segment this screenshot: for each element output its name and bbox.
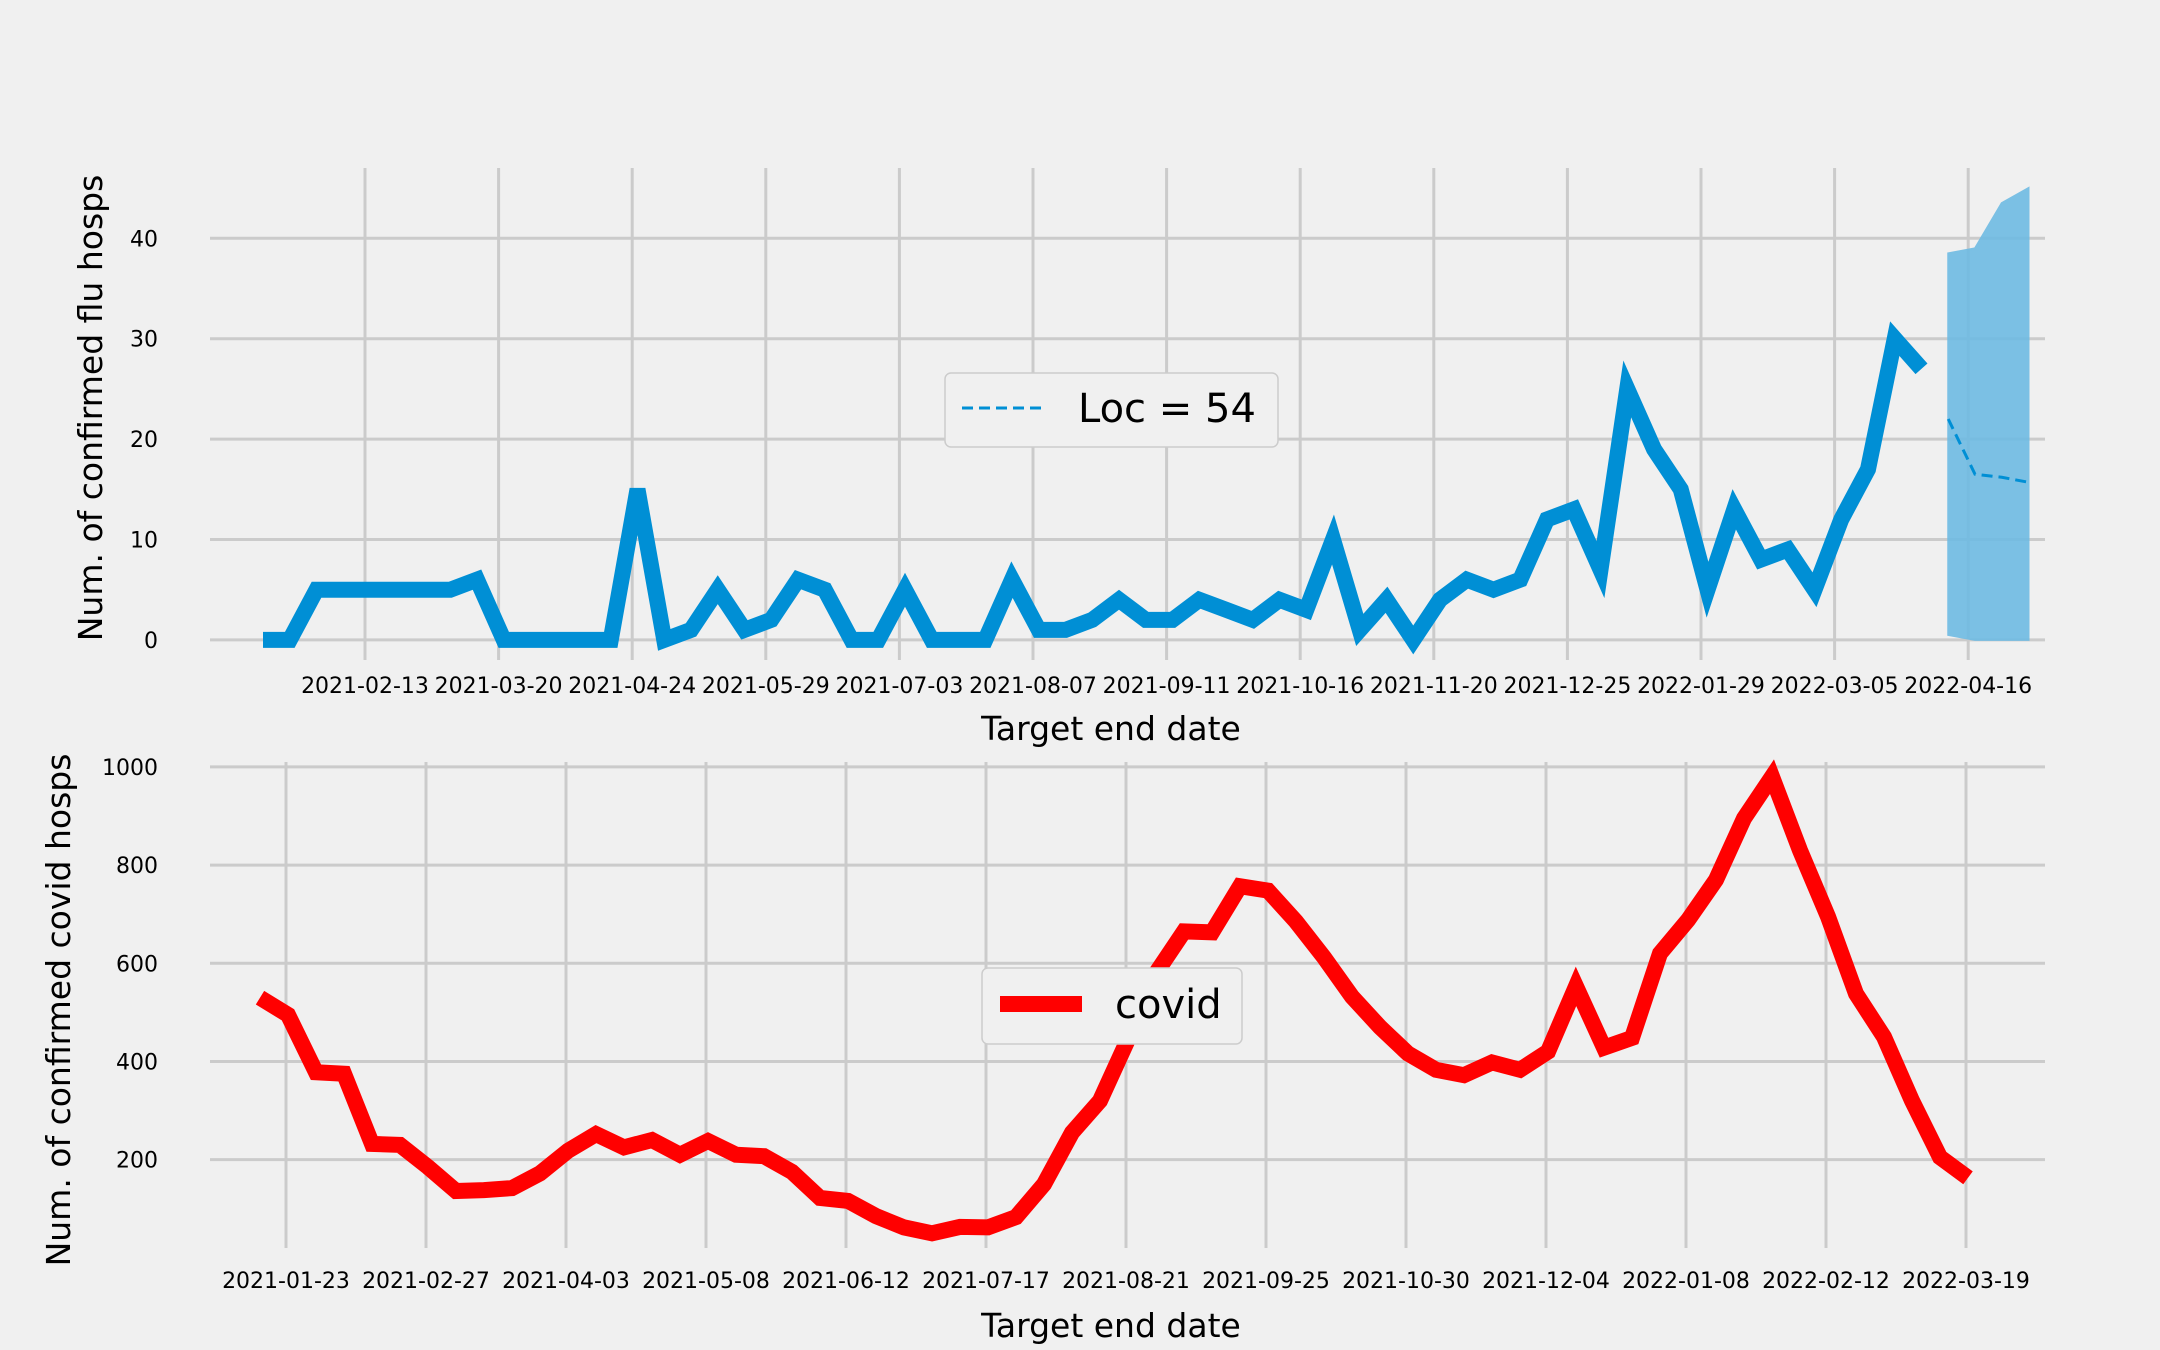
flu-x-tick-label: 2021-08-07 bbox=[969, 674, 1097, 699]
flu-y-tick-label: 40 bbox=[130, 227, 158, 252]
flu-y-axis-label: Num. of confirmed flu hosps bbox=[71, 175, 110, 642]
flu-x-tick-label: 2021-11-20 bbox=[1370, 674, 1498, 699]
covid-legend-label: covid bbox=[1115, 982, 1222, 1028]
flu-forecast-band bbox=[1947, 186, 2030, 641]
flu-x-tick-label: 2022-03-05 bbox=[1771, 674, 1899, 699]
covid-y-ticks: 200 400 600 800 1000 bbox=[102, 756, 158, 1174]
flu-y-tick-label: 30 bbox=[130, 328, 158, 353]
flu-y-ticks: 0 10 20 30 40 bbox=[130, 227, 158, 654]
covid-gridlines bbox=[210, 762, 2045, 1248]
flu-x-tick-label: 2022-04-16 bbox=[1904, 674, 2032, 699]
flu-y-tick-label: 10 bbox=[130, 529, 158, 554]
flu-x-tick-label: 2021-09-11 bbox=[1103, 674, 1231, 699]
covid-x-tick-label: 2021-08-21 bbox=[1062, 1269, 1190, 1294]
covid-x-tick-label: 2021-02-27 bbox=[362, 1269, 490, 1294]
flu-x-ticks: 2021-02-13 2021-03-20 2021-04-24 2021-05-29… bbox=[301, 674, 2032, 699]
covid-y-tick-label: 200 bbox=[116, 1149, 158, 1174]
covid-x-tick-label: 2021-01-23 bbox=[222, 1269, 350, 1294]
covid-x-tick-label: 2021-12-04 bbox=[1482, 1269, 1610, 1294]
flu-x-tick-label: 2021-04-24 bbox=[568, 674, 696, 699]
flu-x-tick-label: 2021-10-16 bbox=[1236, 674, 1364, 699]
covid-line bbox=[255, 759, 1973, 1242]
flu-chart: 0 10 20 30 40 2021-02-13 2021-03-20 2021-04-24… bbox=[71, 168, 2045, 748]
covid-x-tick-label: 2021-05-08 bbox=[642, 1269, 770, 1294]
covid-x-tick-label: 2022-03-19 bbox=[1902, 1269, 2030, 1294]
flu-y-tick-label: 0 bbox=[144, 629, 158, 654]
flu-x-tick-label: 2021-03-20 bbox=[435, 674, 563, 699]
covid-x-tick-label: 2021-09-25 bbox=[1202, 1269, 1330, 1294]
flu-observed-line bbox=[263, 321, 1928, 655]
covid-x-ticks: 2021-01-23 2021-02-27 2021-04-03 2021-05-08… bbox=[222, 1269, 2030, 1294]
flu-legend-label: Loc = 54 bbox=[1078, 386, 1256, 432]
covid-x-tick-label: 2021-07-17 bbox=[922, 1269, 1050, 1294]
flu-legend: Loc = 54 bbox=[944, 372, 1279, 448]
covid-y-tick-label: 1000 bbox=[102, 756, 158, 781]
flu-x-axis-label: Target end date bbox=[980, 709, 1241, 748]
covid-y-tick-label: 800 bbox=[116, 854, 158, 879]
flu-x-tick-label: 2021-05-29 bbox=[702, 674, 830, 699]
covid-y-axis-label: Num. of confirmed covid hosps bbox=[39, 754, 78, 1267]
covid-legend-box bbox=[981, 967, 1243, 1045]
flu-forecast-line bbox=[1946, 418, 2029, 484]
covid-x-tick-label: 2022-02-12 bbox=[1762, 1269, 1890, 1294]
covid-x-axis-label: Target end date bbox=[980, 1306, 1241, 1345]
covid-x-tick-label: 2021-10-30 bbox=[1342, 1269, 1470, 1294]
covid-x-tick-label: 2021-04-03 bbox=[502, 1269, 630, 1294]
covid-x-tick-label: 2021-06-12 bbox=[782, 1269, 910, 1294]
flu-y-tick-label: 20 bbox=[130, 428, 158, 453]
flu-x-tick-label: 2022-01-29 bbox=[1637, 674, 1765, 699]
flu-x-tick-label: 2021-12-25 bbox=[1503, 674, 1631, 699]
covid-legend: covid bbox=[981, 967, 1243, 1045]
flu-x-tick-label: 2021-02-13 bbox=[301, 674, 429, 699]
covid-y-tick-label: 600 bbox=[116, 952, 158, 977]
flu-x-tick-label: 2021-07-03 bbox=[835, 674, 963, 699]
covid-x-tick-label: 2022-01-08 bbox=[1622, 1269, 1750, 1294]
covid-y-tick-label: 400 bbox=[116, 1050, 158, 1075]
flu-legend-box bbox=[944, 372, 1279, 448]
